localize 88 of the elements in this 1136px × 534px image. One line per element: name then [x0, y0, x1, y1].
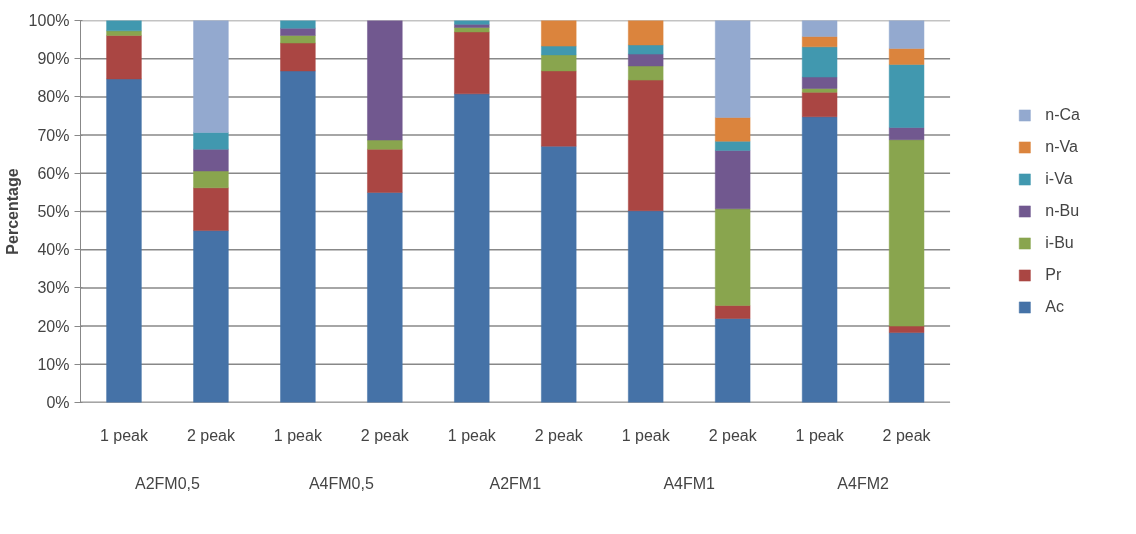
x-tick-label: 1 peak	[273, 426, 323, 444]
bar	[541, 54, 577, 72]
bar	[106, 20, 142, 32]
bar	[801, 116, 838, 403]
y-tick-label: 0%	[46, 394, 70, 411]
bar	[193, 230, 229, 403]
bar	[888, 64, 925, 128]
bar	[628, 53, 664, 67]
bar	[454, 20, 490, 25]
bar	[454, 93, 490, 403]
x-tick-label: 2 peak	[882, 426, 932, 444]
bar	[193, 170, 229, 189]
bar	[715, 150, 751, 210]
y-tick-label: 40%	[37, 241, 70, 259]
x-tick-label: 2 peak	[534, 426, 584, 444]
bar	[715, 20, 751, 118]
text: A2FM0,5	[135, 474, 201, 492]
y-tick-label: 100%	[28, 12, 70, 29]
x-tick-label: 2 peak	[360, 426, 410, 444]
y-tick-label: 60%	[37, 164, 70, 182]
bar	[801, 88, 838, 93]
bar	[106, 35, 142, 80]
bar	[193, 187, 229, 231]
y-tick-label: 50%	[37, 203, 70, 220]
bar	[367, 192, 403, 403]
bar	[628, 65, 664, 81]
bar	[801, 36, 838, 48]
text: A4FM2	[837, 474, 889, 492]
bar	[715, 117, 751, 142]
bar	[715, 140, 751, 151]
bar	[106, 30, 142, 36]
bar	[367, 148, 403, 193]
y-tick-label: 30%	[37, 279, 70, 297]
bar	[367, 20, 403, 141]
bar	[280, 35, 316, 44]
y-tick-label: 10%	[37, 355, 70, 373]
bar	[801, 76, 838, 89]
bar	[801, 92, 838, 118]
legend-label: i-Va	[1045, 170, 1073, 188]
legend-label: n-Ca	[1045, 106, 1080, 124]
bar	[193, 20, 229, 133]
bar	[888, 127, 925, 140]
bar	[541, 145, 577, 403]
legend-label: Ac	[1045, 298, 1065, 316]
bar	[628, 44, 664, 55]
bar	[628, 20, 664, 46]
bar	[193, 148, 229, 172]
bar	[888, 48, 925, 65]
text: A4FM1	[663, 474, 716, 492]
legend-label: n-Bu	[1045, 202, 1080, 220]
x-tick-label: 1 peak	[621, 426, 671, 444]
bar	[715, 318, 751, 403]
bar	[628, 210, 664, 403]
x-tick-label: 1 peak	[447, 426, 497, 444]
y-tick-label: 90%	[37, 50, 70, 68]
text: A2FM1	[489, 474, 542, 492]
bar	[280, 70, 316, 403]
bar	[280, 20, 316, 29]
bar	[888, 332, 925, 403]
y-axis-title: Percentage	[3, 168, 21, 255]
bar	[888, 20, 925, 49]
legend-label: n-Va	[1045, 138, 1078, 156]
text: A4FM0,5	[308, 474, 374, 492]
bar	[541, 70, 577, 147]
x-tick-label: 2 peak	[708, 426, 758, 444]
bar	[715, 305, 751, 319]
bar	[193, 132, 229, 150]
y-tick-label: 20%	[37, 317, 70, 335]
bar	[280, 27, 316, 36]
y-tick-label: 80%	[37, 88, 70, 106]
legend-label: Pr	[1045, 266, 1063, 284]
bar	[541, 45, 577, 56]
bar	[628, 79, 664, 211]
bar	[367, 139, 403, 150]
bar	[454, 27, 490, 33]
x-tick-label: 1 peak	[795, 426, 845, 444]
bar	[801, 20, 838, 37]
x-tick-label: 2 peak	[186, 426, 236, 444]
y-tick-label: 70%	[37, 126, 70, 144]
bar	[106, 78, 142, 403]
bar	[454, 31, 490, 95]
bar	[541, 20, 577, 47]
bar	[888, 139, 925, 327]
bar	[280, 42, 316, 72]
legend-label: i-Bu	[1045, 234, 1074, 252]
bar	[715, 208, 751, 306]
bar	[801, 46, 838, 78]
x-tick-label: 1 peak	[99, 426, 149, 444]
